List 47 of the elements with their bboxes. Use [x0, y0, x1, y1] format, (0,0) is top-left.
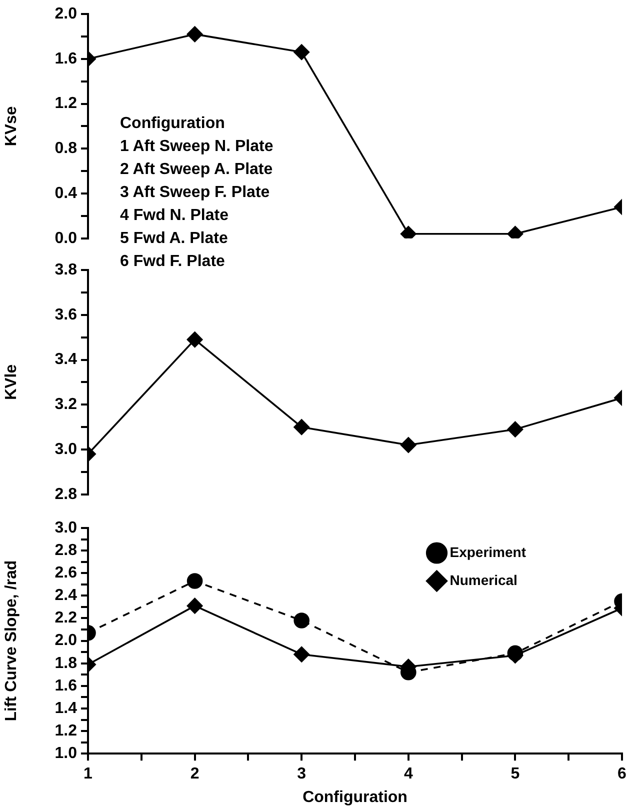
y-tick-label: 3.8 [54, 261, 78, 278]
x-tick-label: 2 [190, 766, 200, 783]
point [294, 44, 310, 60]
y-tick-label: 2.8 [54, 542, 78, 559]
annotation: 1 Aft Sweep N. Plate [120, 137, 274, 157]
x-tick-label: 5 [510, 766, 520, 783]
y-tick-label: 0.4 [54, 184, 78, 202]
annotation: 3 Aft Sweep F. Plate [120, 183, 271, 203]
x-tick-label: 4 [404, 766, 413, 783]
x-tick-label: 1 [84, 766, 93, 783]
point [294, 612, 310, 628]
point [294, 419, 310, 435]
y-tick-label: 2.2 [54, 610, 78, 627]
y-tick-label: 1.2 [54, 722, 78, 740]
y-tick-label: 0.8 [54, 140, 78, 158]
y-axis-title: KVse [3, 106, 20, 146]
legend-label: Experiment [450, 544, 526, 560]
y-tick-label: 3.0 [54, 440, 78, 458]
annotation: 4 Fwd N. Plate [120, 206, 230, 226]
x-tick-label: 6 [618, 766, 627, 783]
y-tick-label: 0.0 [54, 230, 78, 247]
y-tick-label: 2.0 [54, 5, 78, 22]
y-tick-label: 2.6 [54, 564, 78, 582]
y-tick-label: 1.8 [54, 654, 78, 672]
text: 6 Fwd F. Plate [120, 252, 226, 272]
y-axis-title: KVle [3, 364, 20, 400]
y-tick-label: 1.2 [54, 95, 78, 112]
y-tick-label: 3.6 [54, 306, 78, 324]
x-axis-title: Configuration [302, 788, 408, 806]
y-tick-label: 1.6 [54, 677, 78, 694]
y-tick-label: 1.4 [54, 700, 78, 717]
y-tick-label: 3.2 [54, 396, 78, 414]
legend-label: Numerical [450, 572, 518, 588]
y-tick-label: 2.8 [54, 486, 78, 503]
y-tick-label: 1.6 [54, 50, 78, 68]
point [400, 437, 416, 453]
annotation: Configuration [120, 114, 226, 134]
y-tick-label: 2.4 [54, 587, 78, 604]
y-axis-title: Lift Curve Slope, /rad [3, 560, 20, 722]
annotation: 5 Fwd A. Plate [120, 229, 229, 249]
point [294, 646, 310, 662]
y-tick-label: 3.0 [54, 519, 78, 536]
y-tick-label: 3.4 [54, 351, 78, 368]
x-tick-label: 3 [297, 766, 306, 783]
y-tick-label: 2.0 [54, 632, 78, 650]
annotation: 2 Aft Sweep A. Plate [120, 160, 274, 180]
y-tick-label: 1.0 [54, 745, 78, 762]
